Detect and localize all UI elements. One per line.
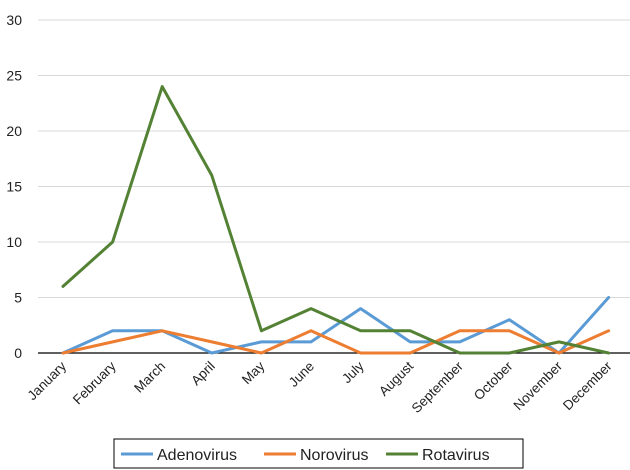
- x-tick-label: August: [376, 358, 417, 399]
- y-tick-label: 0: [14, 345, 22, 361]
- y-axis-ticks: 0 5 10 15 20 25 30: [6, 12, 22, 361]
- x-tick-label: April: [188, 359, 218, 389]
- y-tick-label: 10: [6, 234, 22, 250]
- gridlines: [38, 19, 630, 298]
- series-lines: [61, 85, 611, 355]
- x-tick-label: September: [409, 358, 467, 416]
- series-line-adenovirus: [61, 296, 611, 355]
- y-tick-label: 20: [6, 123, 22, 139]
- x-tick-label: November: [510, 358, 565, 413]
- x-tick-label: January: [25, 358, 70, 403]
- x-axis-ticks: January February March April May June July Augu…: [25, 358, 616, 416]
- legend-label: Norovirus: [300, 447, 368, 464]
- series-line-rotavirus: [61, 85, 611, 355]
- legend-label: Adenovirus: [157, 447, 237, 464]
- series-line-norovirus: [61, 329, 611, 355]
- x-tick-label: July: [339, 358, 367, 386]
- x-tick-label: February: [70, 358, 119, 407]
- y-tick-label: 30: [6, 12, 22, 28]
- y-tick-label: 5: [14, 290, 22, 306]
- x-tick-label: October: [471, 358, 516, 403]
- x-tick-label: May: [239, 358, 268, 387]
- x-tick-label: December: [560, 358, 615, 413]
- x-tick-label: June: [286, 359, 317, 390]
- legend-box: [113, 438, 524, 469]
- x-tick-label: March: [131, 359, 168, 396]
- y-tick-label: 25: [6, 68, 22, 84]
- legend-label: Rotavirus: [422, 447, 490, 464]
- legend: Adenovirus Norovirus Rotavirus: [113, 438, 524, 469]
- y-tick-label: 15: [6, 179, 22, 195]
